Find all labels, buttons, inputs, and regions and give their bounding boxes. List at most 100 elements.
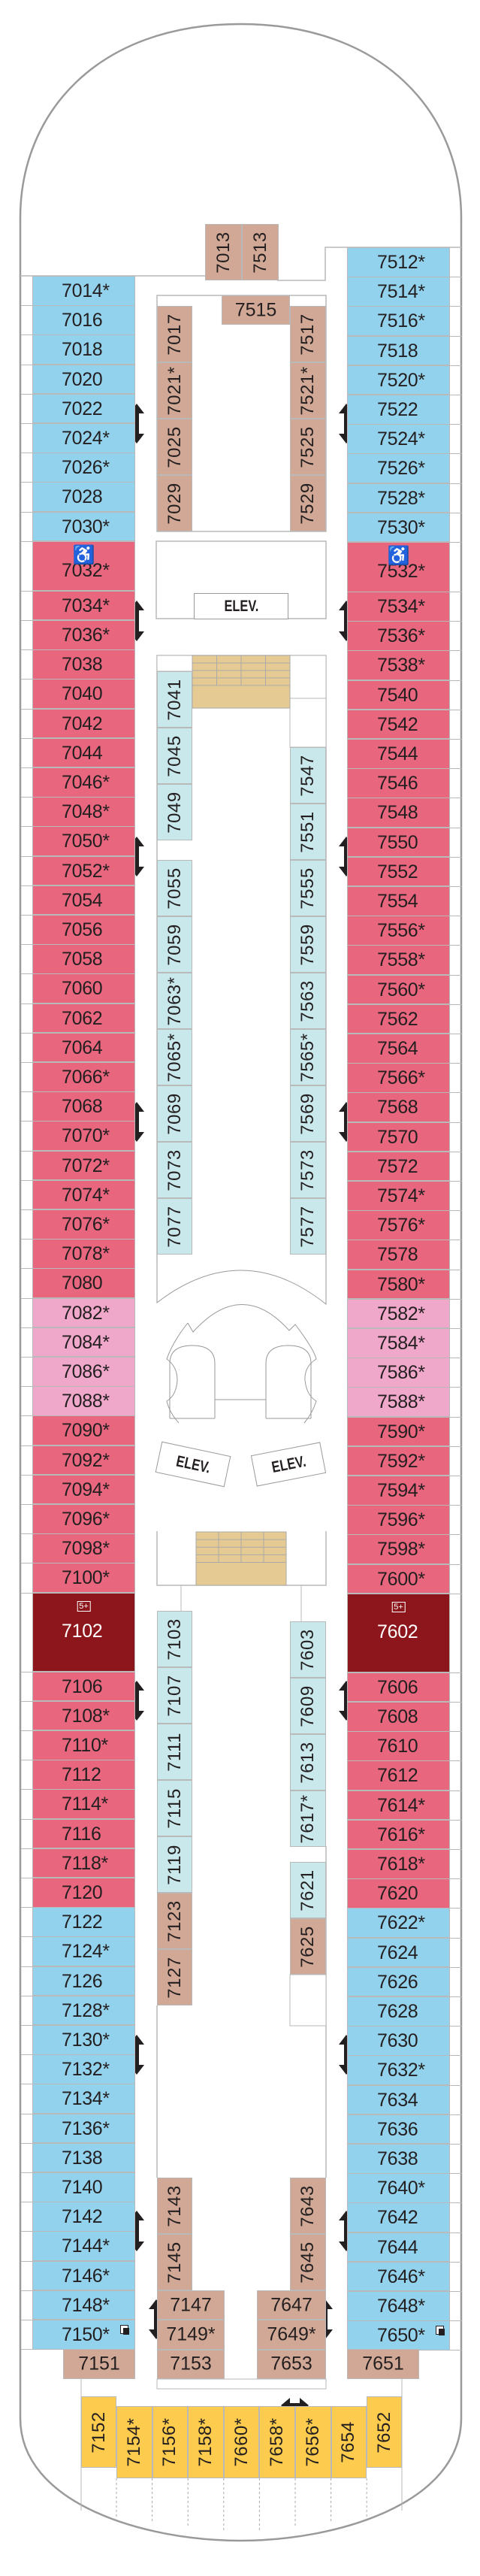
cabin[interactable]: 7645 bbox=[290, 2234, 326, 2290]
cabin[interactable]: 7154* bbox=[116, 2406, 152, 2478]
cabin[interactable]: 7114* bbox=[32, 1789, 135, 1820]
cabin[interactable]: 7029 bbox=[157, 475, 192, 531]
cabin[interactable]: 7524* bbox=[347, 424, 450, 454]
cabin[interactable]: 7562 bbox=[347, 1003, 450, 1034]
cabin[interactable]: 7124* bbox=[32, 1936, 135, 1967]
cabin[interactable]: 7055 bbox=[157, 860, 192, 916]
cabin[interactable]: 7568 bbox=[347, 1092, 450, 1123]
cabin[interactable]: 7626 bbox=[347, 1966, 450, 1997]
cabin[interactable]: 7600* bbox=[347, 1563, 450, 1594]
cabin[interactable]: 7021* bbox=[157, 362, 192, 419]
cabin[interactable]: 7127 bbox=[157, 1949, 192, 2005]
cabin[interactable]: 7058 bbox=[32, 944, 135, 974]
cabin[interactable]: 7586* bbox=[347, 1358, 450, 1388]
cabin[interactable]: 7559 bbox=[290, 916, 326, 973]
cabin[interactable]: 7078* bbox=[32, 1239, 135, 1269]
cabin[interactable]: 7049 bbox=[157, 784, 192, 840]
cabin[interactable]: 7026* bbox=[32, 453, 135, 483]
cabin[interactable]: 7132* bbox=[32, 2054, 135, 2084]
cabin[interactable]: 7569 bbox=[290, 1085, 326, 1142]
cabin[interactable]: 7517 bbox=[290, 306, 326, 362]
cabin[interactable]: 7115 bbox=[157, 1780, 192, 1836]
cabin[interactable]: 7028 bbox=[32, 482, 135, 513]
cabin[interactable]: 7594* bbox=[347, 1476, 450, 1506]
cabin[interactable]: 7094* bbox=[32, 1474, 135, 1505]
cabin[interactable]: 7025 bbox=[157, 419, 192, 475]
cabin[interactable]: 7022 bbox=[32, 393, 135, 424]
cabin[interactable]: 7603 bbox=[290, 1621, 326, 1678]
cabin[interactable]: 7030* bbox=[32, 511, 135, 542]
cabin[interactable]: 7073 bbox=[157, 1142, 192, 1198]
cabin[interactable]: 7577 bbox=[290, 1198, 326, 1255]
cabin[interactable]: 7150* bbox=[32, 2320, 135, 2350]
cabin[interactable]: 7625 bbox=[290, 1918, 326, 1975]
cabin[interactable]: 7638 bbox=[347, 2144, 450, 2174]
cabin[interactable]: 7592* bbox=[347, 1445, 450, 1476]
cabin[interactable]: 7632* bbox=[347, 2055, 450, 2086]
cabin[interactable]: 7116 bbox=[32, 1818, 135, 1849]
cabin[interactable]: 7653 bbox=[257, 2349, 326, 2379]
cabin[interactable]: 7515 bbox=[222, 295, 290, 325]
cabin[interactable]: 7530* bbox=[347, 512, 450, 543]
cabin[interactable]: 7082* bbox=[32, 1297, 135, 1328]
cabin[interactable]: 7554 bbox=[347, 886, 450, 916]
cabin[interactable]: 7158* bbox=[188, 2406, 224, 2478]
cabin[interactable]: 7042 bbox=[32, 708, 135, 739]
cabin[interactable]: 7111 bbox=[157, 1724, 192, 1780]
cabin[interactable]: 7574* bbox=[347, 1181, 450, 1211]
cabin[interactable]: 7584* bbox=[347, 1328, 450, 1358]
cabin[interactable]: 7147 bbox=[157, 2290, 225, 2320]
cabin[interactable]: 7580* bbox=[347, 1269, 450, 1300]
cabin[interactable]: 7624 bbox=[347, 1937, 450, 1968]
cabin[interactable]: 7630 bbox=[347, 2026, 450, 2056]
cabin[interactable]: 7536* bbox=[347, 621, 450, 651]
cabin[interactable]: 7140 bbox=[32, 2172, 135, 2202]
cabin[interactable]: 7059 bbox=[157, 916, 192, 973]
cabin[interactable]: 7144* bbox=[32, 2231, 135, 2262]
cabin[interactable]: 7650* bbox=[347, 2320, 450, 2350]
cabin[interactable]: 7136* bbox=[32, 2113, 135, 2144]
cabin[interactable]: 7013 bbox=[205, 224, 242, 280]
cabin[interactable]: 7040 bbox=[32, 679, 135, 710]
cabin[interactable]: 7556* bbox=[347, 916, 450, 946]
cabin[interactable]: 7016 bbox=[32, 305, 135, 335]
cabin[interactable]: 7548 bbox=[347, 798, 450, 828]
cabin[interactable]: 7552 bbox=[347, 856, 450, 887]
cabin[interactable]: 7526* bbox=[347, 453, 450, 484]
cabin[interactable]: 7518 bbox=[347, 335, 450, 366]
cabin[interactable]: 7566* bbox=[347, 1063, 450, 1093]
cabin[interactable]: 7107 bbox=[157, 1667, 192, 1724]
cabin[interactable]: 7034* bbox=[32, 590, 135, 621]
cabin[interactable]: 7045 bbox=[157, 728, 192, 784]
cabin[interactable]: 7620 bbox=[347, 1878, 450, 1909]
cabin[interactable]: 7643 bbox=[290, 2178, 326, 2234]
cabin[interactable]: 7080 bbox=[32, 1268, 135, 1299]
cabin[interactable]: 7628 bbox=[347, 1996, 450, 2027]
cabin[interactable]: 7098* bbox=[32, 1533, 135, 1563]
cabin[interactable]: 7084* bbox=[32, 1327, 135, 1358]
cabin[interactable]: 7618* bbox=[347, 1849, 450, 1879]
cabin[interactable]: 7052* bbox=[32, 855, 135, 886]
cabin[interactable]: 7648* bbox=[347, 2291, 450, 2321]
cabin[interactable]: 7064 bbox=[32, 1032, 135, 1063]
cabin[interactable]: 7050* bbox=[32, 826, 135, 857]
cabin[interactable]: 7652 bbox=[367, 2396, 402, 2468]
cabin[interactable]: 7588* bbox=[347, 1387, 450, 1418]
cabin[interactable]: 7544 bbox=[347, 739, 450, 769]
cabin[interactable]: 7076* bbox=[32, 1209, 135, 1240]
cabin[interactable]: 7516* bbox=[347, 306, 450, 337]
cabin[interactable]: 7622* bbox=[347, 1908, 450, 1939]
cabin[interactable]: 7576* bbox=[347, 1210, 450, 1240]
cabin[interactable]: 7590* bbox=[347, 1416, 450, 1447]
cabin[interactable]: 7564 bbox=[347, 1034, 450, 1064]
cabin[interactable]: 7060 bbox=[32, 973, 135, 1004]
cabin[interactable]: 7551 bbox=[290, 804, 326, 860]
cabin[interactable]: 7077 bbox=[157, 1198, 192, 1255]
cabin[interactable]: 7088* bbox=[32, 1386, 135, 1416]
cabin[interactable]: 7538* bbox=[347, 650, 450, 681]
cabin[interactable]: 7614* bbox=[347, 1790, 450, 1821]
cabin[interactable]: 7048* bbox=[32, 797, 135, 827]
cabin[interactable]: 7066* bbox=[32, 1062, 135, 1092]
cabin[interactable]: 7156* bbox=[152, 2406, 189, 2478]
cabin[interactable]: 7112 bbox=[32, 1760, 135, 1790]
